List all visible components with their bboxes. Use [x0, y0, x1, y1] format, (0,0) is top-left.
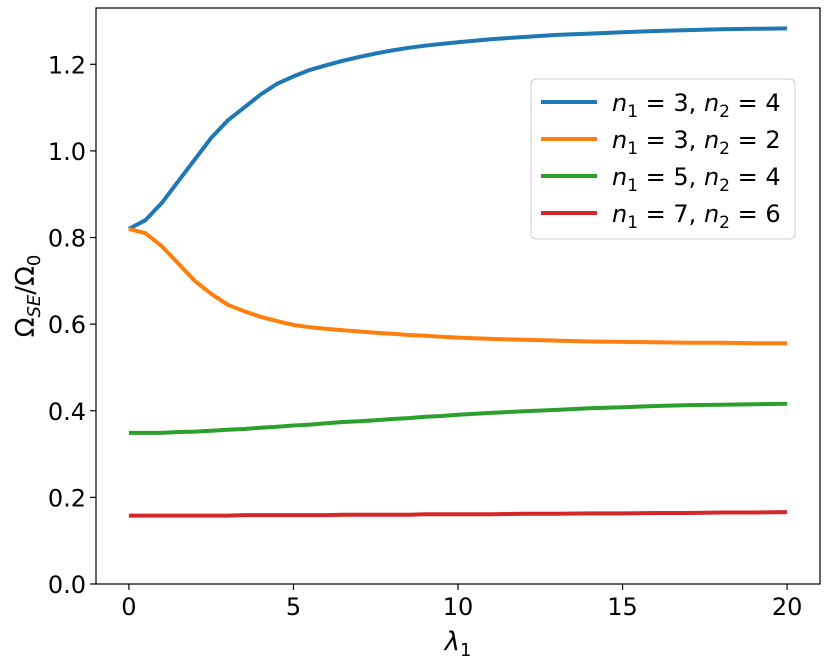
y-tick-label: 1.0	[48, 138, 86, 166]
y-tick-label: 0.0	[48, 571, 86, 599]
y-tick-label: 0.4	[48, 398, 86, 426]
x-tick-label: 20	[772, 593, 803, 621]
series-line-2	[128, 226, 788, 346]
y-tick-label: 1.2	[48, 51, 86, 79]
legend-label-2: n1 = 3, n2 = 2	[612, 126, 781, 159]
legend-box	[530, 78, 796, 240]
y-tick-label: 0.2	[48, 484, 86, 512]
x-tick-label: 5	[286, 593, 301, 621]
legend-label-4: n1 = 7, n2 = 6	[612, 200, 781, 233]
y-axis-label: ΩSE/Ω0	[11, 255, 45, 338]
y-tick-label: 0.6	[48, 311, 86, 339]
x-axis-ticks: 0 5 10 15 20	[121, 584, 802, 621]
x-tick-label: 0	[121, 593, 136, 621]
series-line-1	[127, 26, 788, 231]
series-line-3	[128, 401, 788, 435]
series-lines	[127, 26, 788, 518]
x-axis-label: λ1	[443, 627, 472, 661]
x-tick-label: 15	[607, 593, 638, 621]
series-line-4	[128, 510, 788, 518]
legend-label-3: n1 = 5, n2 = 4	[612, 163, 781, 196]
y-tick-label: 0.8	[48, 225, 86, 253]
legend-label-1: n1 = 3, n2 = 4	[612, 89, 781, 122]
y-axis-ticks: 0.0 0.2 0.4 0.6 0.8 1.0 1.2	[48, 51, 96, 599]
legend: n1 = 3, n2 = 4 n1 = 3, n2 = 2 n1 = 5, n2 =…	[530, 78, 796, 240]
x-tick-label: 10	[443, 593, 474, 621]
